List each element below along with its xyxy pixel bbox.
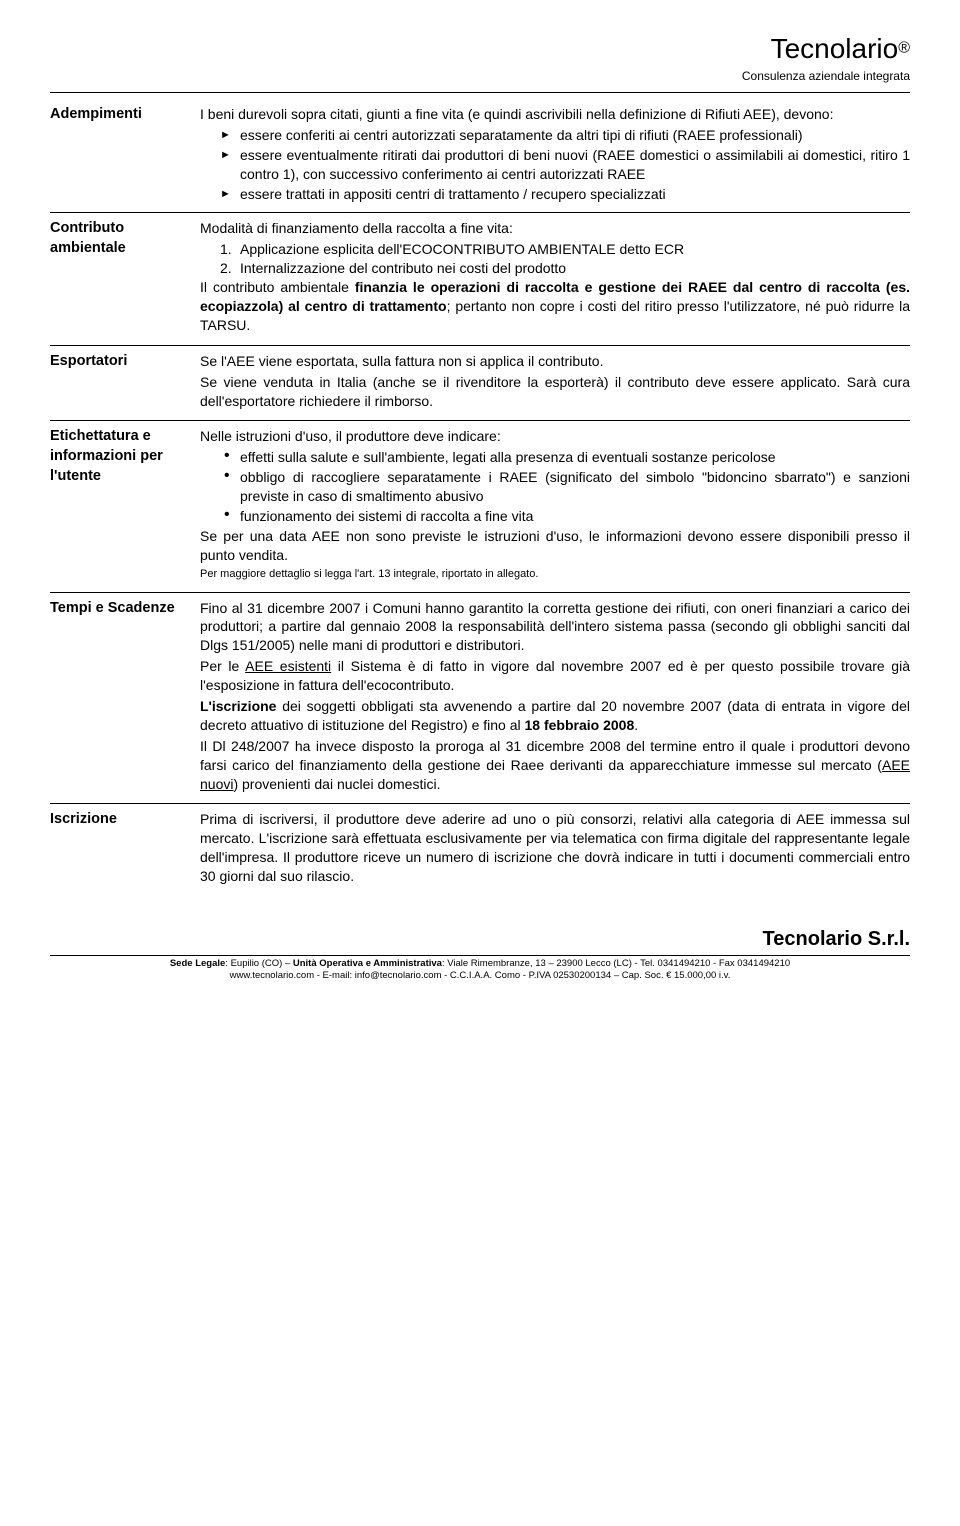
section-label: Tempi e Scadenze bbox=[50, 599, 200, 796]
section-adempimenti: Adempimenti I beni durevoli sopra citati… bbox=[50, 99, 910, 213]
list-item: funzionamento dei sistemi di raccolta a … bbox=[220, 507, 910, 526]
brand-sup: ® bbox=[898, 39, 910, 56]
list-item: 1.Applicazione esplicita dell'ECOCONTRIB… bbox=[220, 240, 910, 259]
section-label: Adempimenti bbox=[50, 105, 200, 204]
section-content: I beni durevoli sopra citati, giunti a f… bbox=[200, 105, 910, 204]
body-text: Per le AEE esistenti il Sistema è di fat… bbox=[200, 657, 910, 695]
page-header: Tecnolario® Consulenza aziendale integra… bbox=[50, 30, 910, 84]
body-text: Se l'AEE viene esportata, sulla fattura … bbox=[200, 352, 910, 371]
section-label: Contributo ambientale bbox=[50, 219, 200, 336]
list-item: essere eventualmente ritirati dai produt… bbox=[220, 146, 910, 184]
body-text: L'iscrizione dei soggetti obbligati sta … bbox=[200, 697, 910, 735]
list-item: essere trattati in appositi centri di tr… bbox=[220, 185, 910, 204]
list-item: 2.Internalizzazione del contributo nei c… bbox=[220, 259, 910, 278]
brand-tagline: Consulenza aziendale integrata bbox=[50, 68, 910, 84]
section-label: Esportatori bbox=[50, 352, 200, 413]
intro-text: Nelle istruzioni d'uso, il produttore de… bbox=[200, 427, 910, 446]
section-content: Modalità di finanziamento della raccolta… bbox=[200, 219, 910, 336]
footer-brand: Tecnolario S.r.l. bbox=[50, 926, 910, 953]
body-text: Fino al 31 dicembre 2007 i Comuni hanno … bbox=[200, 599, 910, 656]
brand-block: Tecnolario® Consulenza aziendale integra… bbox=[50, 30, 910, 84]
intro-text: I beni durevoli sopra citati, giunti a f… bbox=[200, 105, 910, 124]
header-rule bbox=[50, 92, 910, 93]
body-text: Se viene venduta in Italia (anche se il … bbox=[200, 373, 910, 411]
section-tempi: Tempi e Scadenze Fino al 31 dicembre 200… bbox=[50, 593, 910, 805]
section-label: Etichettatura e informazioni per l'utent… bbox=[50, 427, 200, 583]
body-text: Prima di iscriversi, il produttore deve … bbox=[200, 810, 910, 886]
section-content: Prima di iscriversi, il produttore deve … bbox=[200, 810, 910, 888]
bullet-list: effetti sulla salute e sull'ambiente, le… bbox=[200, 448, 910, 526]
footer-line-1: Sede Legale: Eupilio (CO) – Unità Operat… bbox=[50, 958, 910, 970]
list-item: effetti sulla salute e sull'ambiente, le… bbox=[220, 448, 910, 467]
intro-text: Modalità di finanziamento della raccolta… bbox=[200, 219, 910, 238]
list-item: obbligo di raccogliere separatamente i R… bbox=[220, 468, 910, 506]
section-label: Iscrizione bbox=[50, 810, 200, 888]
section-content: Fino al 31 dicembre 2007 i Comuni hanno … bbox=[200, 599, 910, 796]
section-content: Se l'AEE viene esportata, sulla fattura … bbox=[200, 352, 910, 413]
list-text: Applicazione esplicita dell'ECOCONTRIBUT… bbox=[240, 241, 684, 257]
section-contributo: Contributo ambientale Modalità di finanz… bbox=[50, 213, 910, 345]
bullet-list: essere conferiti ai centri autorizzati s… bbox=[200, 126, 910, 204]
brand-name: Tecnolario bbox=[771, 33, 899, 64]
body-text: Il Dl 248/2007 ha invece disposto la pro… bbox=[200, 737, 910, 794]
body-text: Il contributo ambientale finanzia le ope… bbox=[200, 278, 910, 335]
section-content: Nelle istruzioni d'uso, il produttore de… bbox=[200, 427, 910, 583]
numbered-list: 1.Applicazione esplicita dell'ECOCONTRIB… bbox=[200, 240, 910, 278]
list-text: Internalizzazione del contributo nei cos… bbox=[240, 260, 566, 276]
footer-rule bbox=[50, 955, 910, 956]
section-esportatori: Esportatori Se l'AEE viene esportata, su… bbox=[50, 346, 910, 422]
list-item: essere conferiti ai centri autorizzati s… bbox=[220, 126, 910, 145]
footer-line-2: www.tecnolario.com - E-mail: info@tecnol… bbox=[50, 970, 910, 982]
page-footer: Tecnolario S.r.l. Sede Legale: Eupilio (… bbox=[50, 926, 910, 983]
body-text: Se per una data AEE non sono previste le… bbox=[200, 527, 910, 565]
section-iscrizione: Iscrizione Prima di iscriversi, il produ… bbox=[50, 804, 910, 896]
section-etichettatura: Etichettatura e informazioni per l'utent… bbox=[50, 421, 910, 592]
note-text: Per maggiore dettaglio si legga l'art. 1… bbox=[200, 567, 910, 582]
